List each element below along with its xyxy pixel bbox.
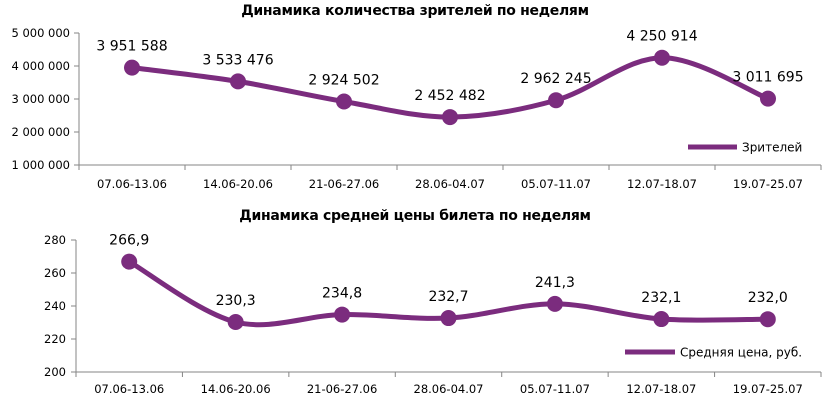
data-point-marker <box>760 90 776 107</box>
y-tick-label: 280 <box>44 233 66 247</box>
data-label: 232,1 <box>641 290 681 306</box>
x-category-label: 28.06-04.07 <box>415 177 485 191</box>
x-category-label: 14.06-20.06 <box>201 382 271 396</box>
chart-title-price: Динамика средней цены билета по неделям <box>239 208 591 224</box>
y-tick-label: 260 <box>44 266 66 280</box>
data-label: 4 250 914 <box>626 29 697 45</box>
data-label: 234,8 <box>322 286 362 302</box>
legend-label: Средняя цена, руб. <box>680 346 802 360</box>
y-tick-label: 2 000 000 <box>11 125 70 139</box>
data-label: 232,0 <box>748 290 788 306</box>
x-category-label: 12.07-18.07 <box>627 177 697 191</box>
data-point-marker <box>440 310 457 327</box>
y-tick-label: 220 <box>44 332 66 346</box>
data-point-marker <box>230 73 246 90</box>
y-tick-label: 3 000 000 <box>11 92 70 106</box>
data-label: 2 452 482 <box>414 88 485 104</box>
y-tick-label: 1 000 000 <box>11 158 70 172</box>
data-label: 3 533 476 <box>202 52 273 68</box>
y-tick-label: 5 000 000 <box>11 26 70 40</box>
data-point-marker <box>227 314 244 331</box>
x-category-label: 19.07-25.07 <box>733 177 803 191</box>
data-point-marker <box>336 93 352 110</box>
data-point-marker <box>124 59 140 76</box>
x-category-label: 28.06-04.07 <box>414 382 484 396</box>
data-point-marker <box>546 295 563 312</box>
y-tick-label: 4 000 000 <box>11 59 70 73</box>
x-category-label: 14.06-20.06 <box>203 177 273 191</box>
x-category-label: 07.06-13.06 <box>97 177 167 191</box>
data-point-marker <box>653 311 670 328</box>
data-label: 3 011 695 <box>732 70 803 86</box>
data-point-marker <box>334 306 351 323</box>
x-category-label: 21-06-27.06 <box>307 382 378 396</box>
legend-label: Зрителей <box>742 141 802 155</box>
data-label: 232,7 <box>428 289 468 305</box>
viewers-line-chart: 1 000 000 2 000 000 3 000 000 4 000 000 5 00… <box>11 26 822 191</box>
data-point-marker <box>654 49 670 66</box>
data-label: 266,9 <box>109 233 149 249</box>
x-category-label: 12.07-18.07 <box>626 382 696 396</box>
data-point-marker <box>121 253 138 270</box>
data-point-marker <box>548 92 564 109</box>
data-label: 3 951 588 <box>96 39 167 55</box>
x-category-label: 21-06-27.06 <box>309 177 380 191</box>
x-category-label: 19.07-25.07 <box>733 382 803 396</box>
data-point-marker <box>759 311 776 328</box>
chart-title-viewers: Динамика количества зрителей по неделям <box>241 3 589 19</box>
data-label: 2 962 245 <box>520 71 591 87</box>
x-category-label: 07.06-13.06 <box>94 382 164 396</box>
data-label: 230,3 <box>216 293 256 309</box>
x-category-label: 05.07-11.07 <box>520 382 590 396</box>
data-point-marker <box>442 109 458 126</box>
y-tick-label: 240 <box>44 299 66 313</box>
data-label: 241,3 <box>535 275 575 291</box>
x-category-label: 05.07-11.07 <box>521 177 591 191</box>
y-tick-label: 200 <box>44 365 66 379</box>
price-line-chart: 200 220 240 260 280 07.06-13.06 14.06-20.06 21-… <box>44 233 822 396</box>
data-label: 2 924 502 <box>308 72 379 88</box>
